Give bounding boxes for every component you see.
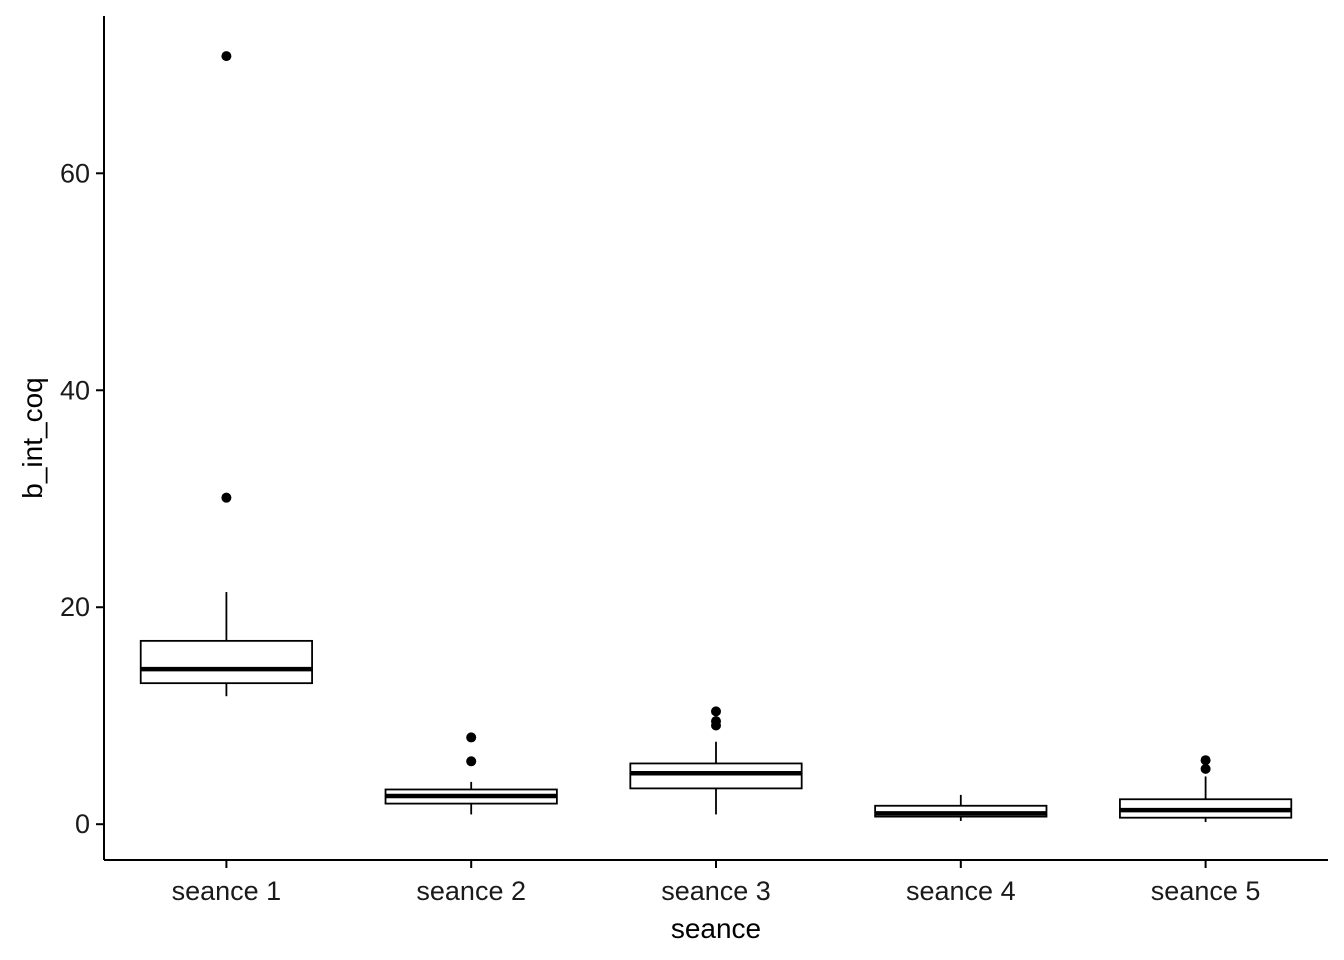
x-axis-ticks: seance 1 seance 2 seance 3 seance 4 seance 5 (172, 860, 1261, 906)
x-tick-label: seance 5 (1151, 876, 1261, 906)
outlier-point (221, 492, 232, 503)
outlier-point (711, 716, 721, 727)
x-tick-label: seance 3 (661, 876, 771, 906)
box-group (384, 732, 558, 815)
plot-marks (139, 51, 1293, 823)
outlier-point (221, 51, 232, 62)
y-tick-label: 20 (60, 592, 90, 622)
outlier-point (1200, 763, 1211, 774)
y-tick-label: 40 (60, 375, 90, 405)
y-axis-ticks: 0 20 40 60 (60, 158, 104, 839)
outlier-point (466, 756, 477, 767)
box-iqr (629, 762, 803, 790)
x-tick-label: seance 1 (172, 876, 282, 906)
x-tick-label: seance 4 (906, 876, 1016, 906)
outlier-point (711, 706, 721, 717)
box-group (139, 51, 313, 697)
box-group (1119, 755, 1293, 823)
y-tick-label: 60 (60, 158, 90, 188)
y-tick-label: 0 (75, 809, 90, 839)
x-tick-label: seance 2 (416, 876, 526, 906)
outlier-point (1200, 755, 1211, 766)
x-axis-title: seance (671, 913, 761, 944)
box-group (629, 706, 803, 815)
box-group (874, 794, 1048, 821)
box-iqr (139, 639, 313, 685)
y-axis-title: b_int_coq (17, 377, 48, 498)
outlier-point (466, 732, 477, 743)
